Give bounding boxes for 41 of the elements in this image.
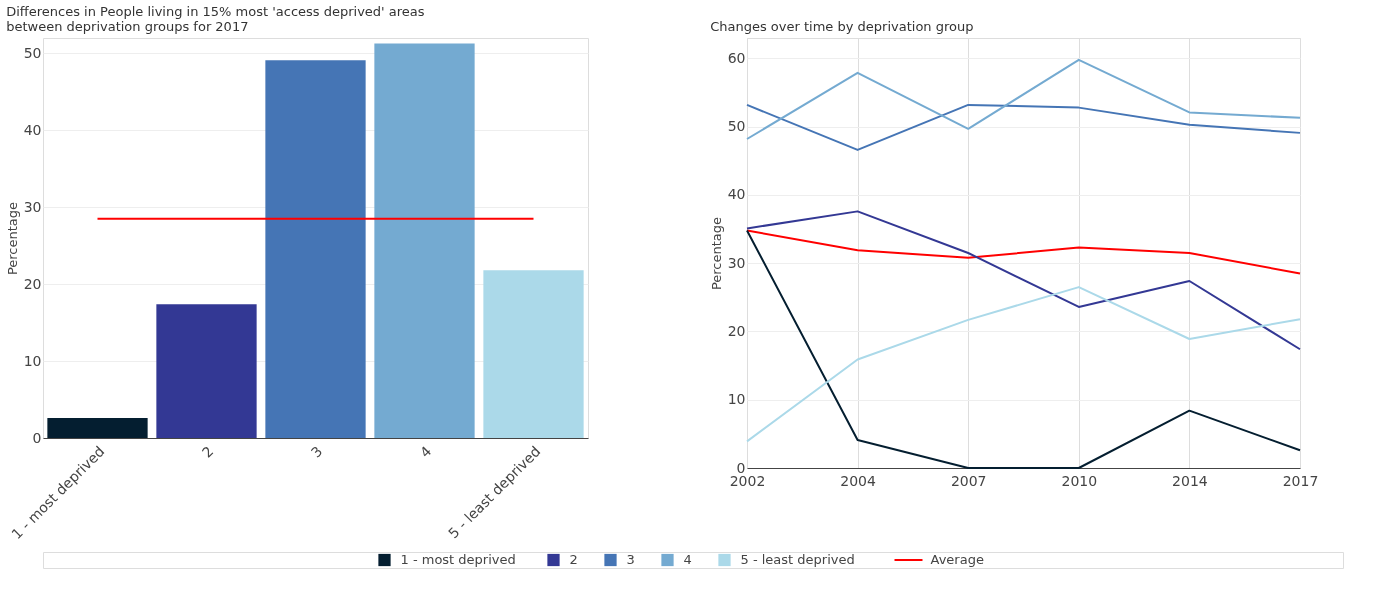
y-tick-label: 50 — [23, 44, 42, 61]
y-tick-label: 50 — [727, 118, 746, 135]
line-series — [746, 210, 1301, 351]
line-series — [746, 58, 1301, 141]
y-tick-label: 30 — [727, 254, 746, 271]
bar — [374, 43, 475, 438]
legend-label: Average — [930, 552, 984, 567]
x-tick-label: 2 — [198, 443, 217, 461]
line-series — [746, 229, 1301, 275]
bar — [156, 304, 257, 438]
y-tick-label: 10 — [727, 391, 746, 408]
y-tick-label: 20 — [23, 275, 42, 292]
y-tick-label: 60 — [727, 49, 746, 66]
bar — [47, 418, 148, 438]
y-tick-label: 30 — [23, 198, 42, 215]
y-tick-label: 40 — [23, 121, 42, 138]
x-tick-label: 2004 — [840, 472, 876, 489]
legend-label: 1 - most deprived — [400, 552, 516, 567]
y-tick-label: 0 — [32, 429, 42, 446]
x-tick-label: 4 — [416, 443, 435, 461]
x-tick-label: 2007 — [950, 472, 987, 489]
legend-label: 4 — [683, 552, 692, 567]
legend-label: 2 — [569, 552, 578, 567]
bar — [265, 60, 366, 438]
y-tick-label: 40 — [727, 186, 746, 203]
y-axis-title: Percentage — [708, 216, 724, 291]
y-axis-title: Percentage — [4, 201, 20, 276]
x-tick-label: 2017 — [1282, 472, 1319, 489]
bar — [483, 270, 584, 438]
line-series — [746, 229, 1301, 469]
x-tick-label: 3 — [307, 443, 326, 461]
x-tick-label: 2014 — [1172, 472, 1208, 489]
line-series — [746, 103, 1301, 151]
x-tick-label: 2010 — [1061, 472, 1098, 489]
legend-label: 3 — [626, 552, 635, 567]
y-tick-label: 20 — [727, 322, 746, 339]
line-series — [746, 286, 1301, 443]
chart-title: Changes over time by deprivation group — [710, 19, 974, 34]
y-tick-label: 10 — [23, 352, 42, 369]
chart-title: Differences in People living in 15% most 'access deprived' areas between deprivation groups for 2017 — [6, 4, 425, 34]
legend-label: 5 - least deprived — [740, 552, 855, 567]
